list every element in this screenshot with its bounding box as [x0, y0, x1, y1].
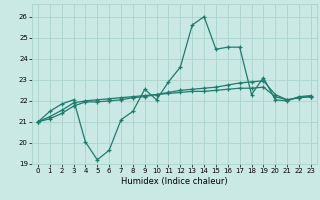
- X-axis label: Humidex (Indice chaleur): Humidex (Indice chaleur): [121, 177, 228, 186]
